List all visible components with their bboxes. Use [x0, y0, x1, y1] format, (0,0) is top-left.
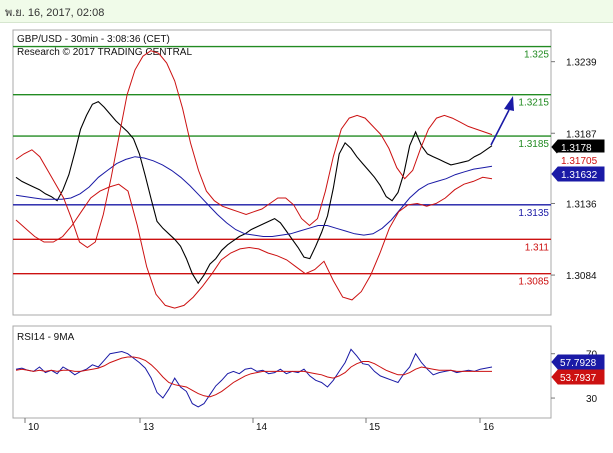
- x-tick-label: 16: [483, 422, 495, 433]
- price-series-line: [15, 100, 493, 285]
- research-caption: Research © 2017 TRADING CENTRAL: [17, 47, 192, 58]
- rsi-tag-box: [551, 354, 605, 370]
- bollinger-band-line: [15, 50, 493, 249]
- level-label: 1.3135: [518, 208, 549, 219]
- rsi-tag-box: [551, 369, 605, 385]
- price-tag-box: [551, 139, 605, 155]
- price-tag-box: [551, 152, 605, 168]
- rsi-y-tick-label: 30: [586, 394, 598, 405]
- x-tick-label: 14: [256, 422, 268, 433]
- bollinger-band-line: [15, 176, 493, 309]
- top-bar: พ.ย. 16, 2017, 02:08: [0, 0, 613, 23]
- rsi-tag-label: 53.7937: [560, 373, 597, 384]
- datetime-label: พ.ย. 16, 2017, 02:08: [5, 7, 105, 19]
- main-panel-frame: [12, 29, 552, 316]
- rsi-tag-label: 57.7928: [560, 358, 597, 369]
- y-tick-label: 1.3239: [566, 58, 597, 69]
- rsi-panel-frame: [12, 325, 552, 419]
- forecast-arrow: [490, 109, 510, 146]
- rsi-line: [15, 348, 493, 408]
- price-tag-label: 1.31632: [561, 170, 598, 181]
- level-label: 1.311: [525, 242, 550, 253]
- moving-average-line: [15, 156, 493, 237]
- rsi-title: RSI14 - 9MA: [17, 332, 75, 343]
- y-tick-label: 1.3136: [566, 199, 597, 210]
- instrument-title: GBP/USD - 30min - 3:08:36 (CET): [17, 34, 170, 45]
- level-label: 1.3085: [518, 277, 549, 288]
- x-tick-label: 10: [28, 422, 40, 433]
- price-tag-label: 1.3178: [561, 143, 592, 154]
- forecast-arrowhead: [504, 96, 514, 111]
- level-label: 1.3215: [518, 98, 549, 109]
- y-tick-label: 1.3084: [566, 271, 597, 282]
- level-label: 1.3185: [518, 139, 549, 150]
- rsi-ma-line: [15, 356, 492, 398]
- x-tick-label: 15: [369, 422, 381, 433]
- x-tick-label: 13: [143, 422, 155, 433]
- price-tag-label: 1.31705: [561, 156, 598, 167]
- level-label: 1.325: [524, 50, 549, 61]
- y-tick-label: 1.3187: [566, 129, 597, 140]
- price-tag-box: [551, 166, 605, 182]
